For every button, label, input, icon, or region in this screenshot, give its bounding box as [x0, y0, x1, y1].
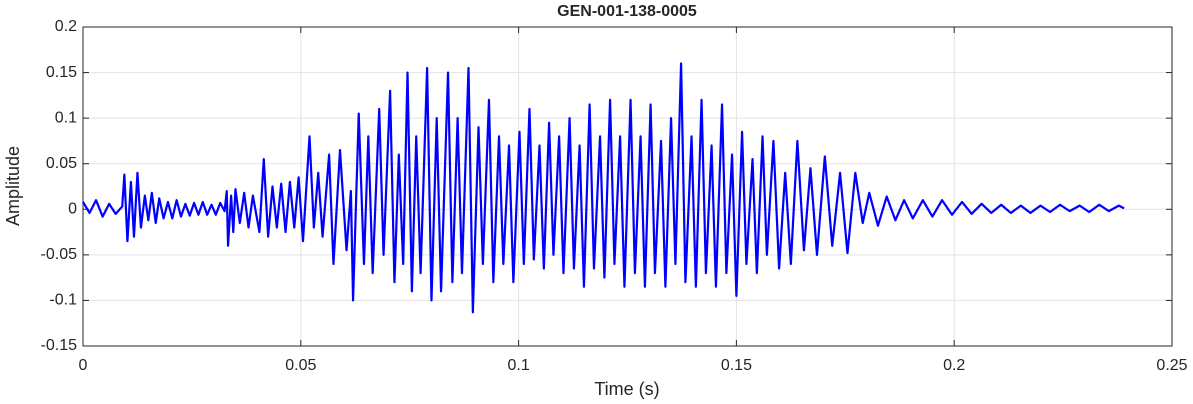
y-tick-label: 0.1 — [55, 109, 77, 126]
y-axis-label: Amplitude — [3, 146, 23, 226]
y-tick-label: -0.1 — [49, 292, 77, 309]
chart-title: GEN-001-138-0005 — [557, 3, 697, 20]
y-tick-label: 0.05 — [46, 155, 77, 172]
x-tick-label: 0.05 — [285, 357, 316, 374]
y-tick-label: -0.05 — [41, 246, 78, 263]
y-tick-label: 0.15 — [46, 64, 77, 81]
y-tick-label: 0.2 — [55, 18, 77, 35]
plot-frame — [82, 26, 1173, 347]
y-tick-label: 0 — [68, 201, 77, 218]
x-tick-label: 0 — [79, 357, 88, 374]
waveform-line — [82, 62, 1125, 314]
x-tick-label: 0.2 — [943, 357, 965, 374]
x-tick-label: 0.15 — [721, 357, 752, 374]
x-tick-label: 0.1 — [507, 357, 529, 374]
x-tick-label: 0.25 — [1156, 357, 1187, 374]
x-axis-label: Time (s) — [594, 379, 659, 399]
y-tick-label: -0.15 — [41, 337, 78, 354]
